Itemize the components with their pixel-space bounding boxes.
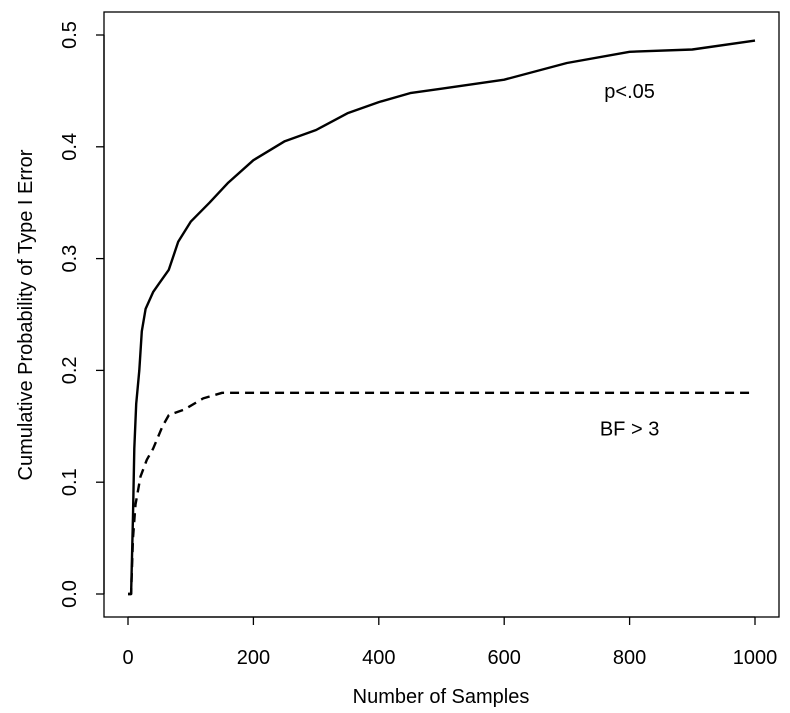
x-tick-label: 1000 [733,647,778,669]
y-tick-label: 0.5 [59,21,81,49]
x-tick-label: 400 [362,647,395,669]
y-tick-label: 0.1 [59,468,81,496]
x-tick-label: 200 [237,647,270,669]
y-tick-label: 0.4 [59,133,81,161]
annotation-label: BF > 3 [600,419,659,441]
series-line-p-05 [128,39,756,596]
x-tick-label: 0 [122,647,133,669]
plot-frame [103,11,780,618]
series-lines [128,39,756,596]
x-tick-label: 800 [613,647,646,669]
annotations: p<.05 BF > 3 [600,81,659,441]
x-axis: 0 200 400 600 800 1000 [122,616,778,669]
y-tick-label: 0.0 [59,580,81,608]
x-tick-label: 600 [488,647,521,669]
y-axis: 0.0 0.1 0.2 0.3 0.4 0.5 [59,21,105,608]
y-tick-label: 0.2 [59,356,81,384]
x-axis-title: Number of Samples [353,686,530,708]
annotation-label: p<.05 [604,81,655,103]
y-tick-label: 0.3 [59,245,81,273]
y-axis-title: Cumulative Probability of Type I Error [15,149,37,480]
series-line-bf-3 [128,391,755,596]
